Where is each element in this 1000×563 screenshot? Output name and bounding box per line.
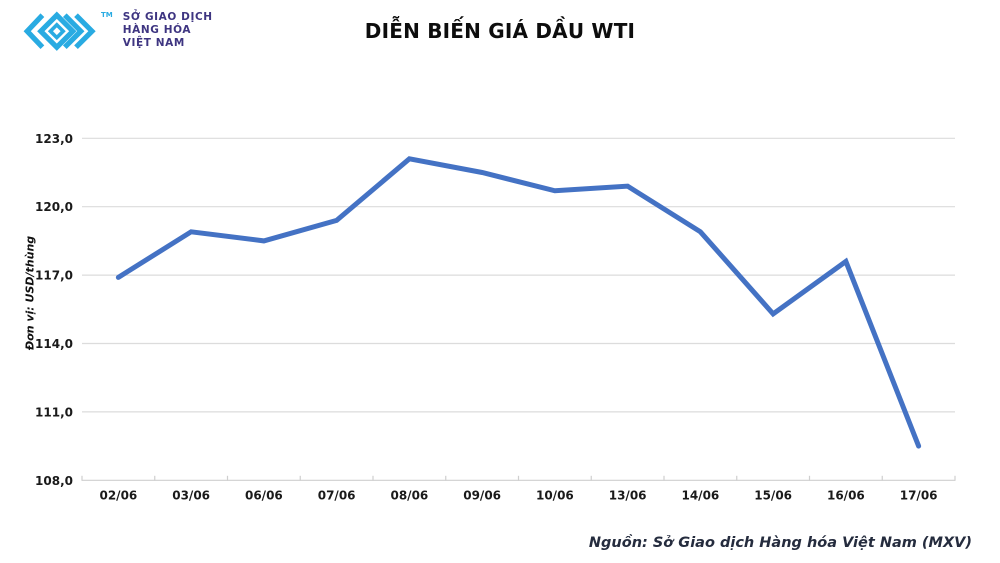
- y-axis-tick-label: 111,0: [35, 405, 73, 419]
- mxv-logo-icon: [23, 11, 96, 51]
- x-axis-tick-label: 15/06: [754, 488, 792, 502]
- x-axis-tick-label: 02/06: [99, 488, 137, 502]
- x-axis-tick-label: 06/06: [245, 488, 283, 502]
- x-axis-tick-label: 16/06: [827, 488, 865, 502]
- x-axis-tick-label: 08/06: [390, 488, 428, 502]
- y-axis-tick-label: 117,0: [35, 269, 73, 283]
- chart-title: DIỄN BIẾN GIÁ DẦU WTI: [364, 19, 636, 43]
- logo-text-line1: SỞ GIAO DỊCH: [122, 11, 213, 23]
- logo-text-line3: VIỆT NAM: [122, 36, 185, 49]
- source-attribution: Nguồn: Sở Giao dịch Hàng hóa Việt Nam (M…: [588, 535, 972, 551]
- logo-left-chevron: [23, 13, 45, 49]
- y-axis-tick-label: 114,0: [35, 337, 73, 351]
- logo-diamond-inner: [47, 22, 66, 41]
- logo-text-line2: HÀNG HÓA: [122, 23, 192, 36]
- y-axis-title: Đơn vị: USD/thùng: [23, 235, 37, 351]
- y-axis-tick-label: 123,0: [35, 132, 73, 146]
- x-axis-tick-label: 14/06: [681, 488, 719, 502]
- logo-diamond-outer: [37, 11, 77, 51]
- logo-right-chevron-1: [62, 13, 85, 50]
- mxv-logo-wordmark: SỞ GIAO DỊCH HÀNG HÓA VIỆT NAM: [123, 11, 213, 49]
- logo-right-chevron-2: [74, 13, 96, 50]
- x-axis-tick-label: 09/06: [463, 488, 501, 502]
- y-axis-tick-label: 120,0: [35, 200, 73, 214]
- trademark-symbol: TM: [101, 11, 113, 19]
- x-axis-tick-label: 13/06: [609, 488, 647, 502]
- x-axis-tick-label: 07/06: [318, 488, 356, 502]
- mxv-logo: TM SỞ GIAO DỊCH HÀNG HÓA VIỆT NAM: [20, 7, 213, 57]
- x-axis-tick-label: 03/06: [172, 488, 210, 502]
- x-axis-tick-label: 10/06: [536, 488, 574, 502]
- x-axis-tick-label: 17/06: [900, 488, 938, 502]
- price-line-series: [115, 156, 922, 449]
- y-axis-tick-label: 108,0: [35, 474, 73, 488]
